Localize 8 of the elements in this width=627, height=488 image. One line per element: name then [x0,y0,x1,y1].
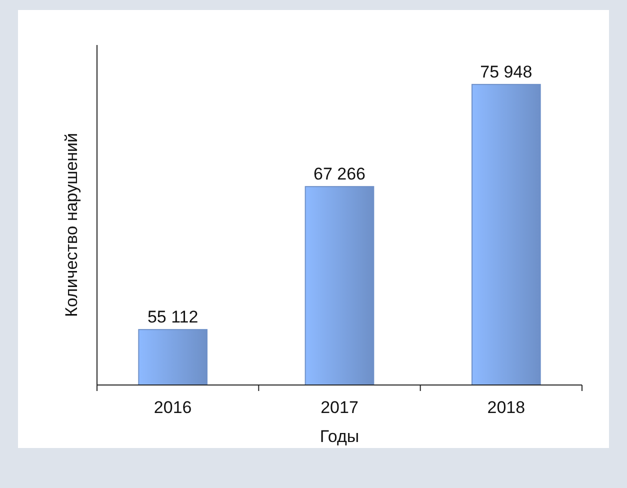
x-tick-label: 2016 [154,398,192,417]
data-label: 67 266 [314,164,366,184]
data-label: 75 948 [480,62,532,82]
y-axis-title: Количество нарушений [62,132,81,318]
x-axis-title: Годы [320,427,360,446]
x-tick-label: 2017 [320,398,358,417]
data-label: 55 112 [147,308,198,327]
x-tick-label: 2018 [487,398,526,417]
